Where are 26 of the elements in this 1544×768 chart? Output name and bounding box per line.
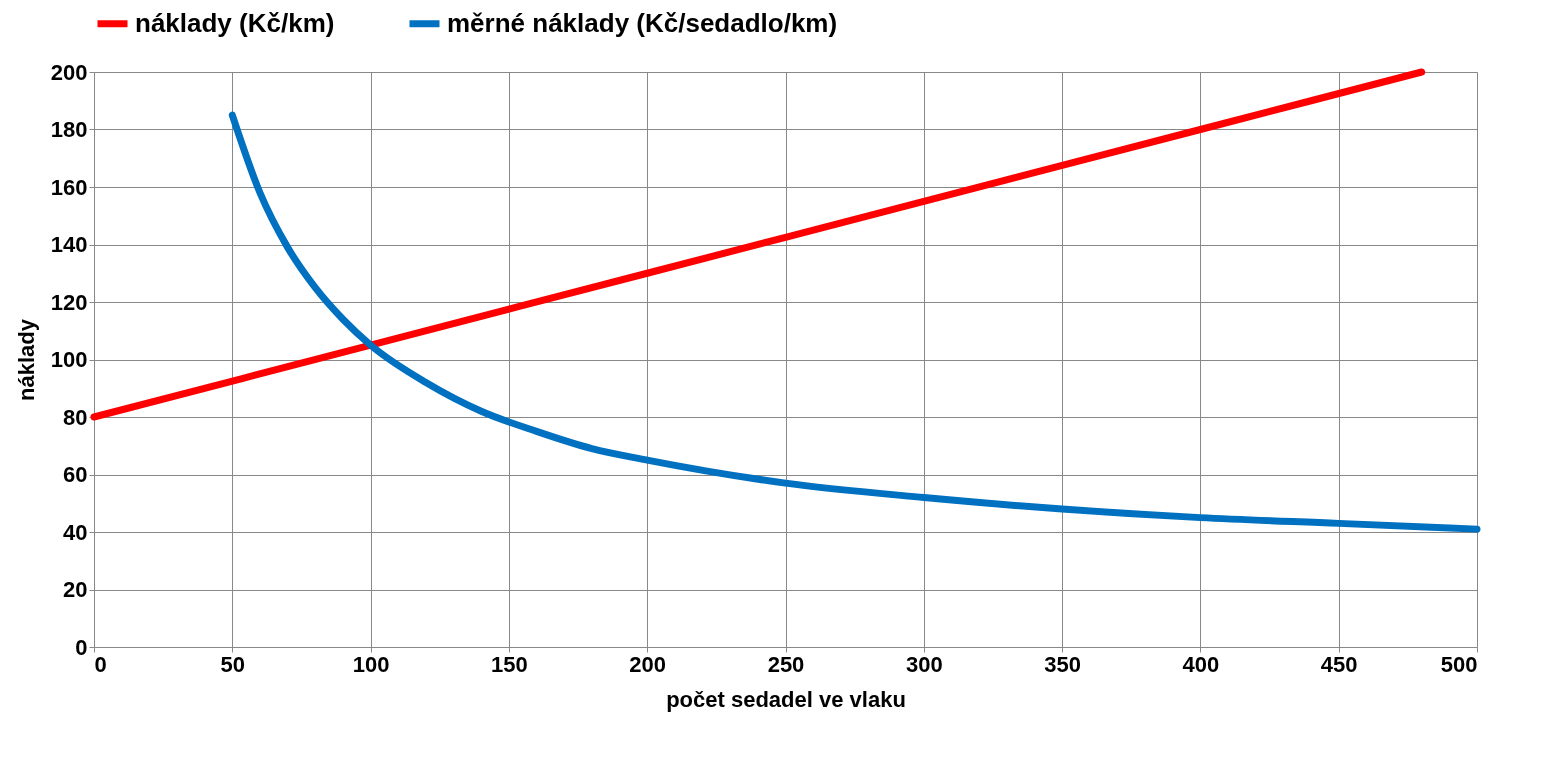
x-tick-label: 400: [1182, 651, 1220, 677]
x-tick-label: 0: [94, 651, 107, 677]
x-tick-label: 50: [220, 651, 246, 677]
x-tick-label: 250: [767, 651, 805, 677]
x-axis-title: počet sedadel ve vlaku: [666, 686, 906, 712]
legend-label: měrné náklady (Kč/sedadlo/km): [447, 7, 838, 38]
x-tick-label: 100: [352, 651, 390, 677]
x-tick-label: 350: [1044, 651, 1081, 677]
legend-label: náklady (Kč/km): [135, 7, 335, 38]
y-tick-label: 0: [75, 634, 88, 660]
y-tick-label: 80: [63, 404, 88, 430]
y-tick-label: 180: [50, 117, 88, 142]
y-tick-label: 20: [63, 577, 88, 602]
y-tick-label: 120: [50, 289, 88, 315]
y-tick-label: 40: [63, 519, 88, 545]
x-tick-label: 450: [1320, 651, 1358, 677]
y-tick-label: 160: [50, 174, 88, 200]
y-tick-label: 140: [50, 232, 88, 257]
y-tick-label: 200: [50, 59, 88, 85]
x-tick-label: 200: [629, 651, 667, 677]
y-tick-label: 60: [63, 462, 88, 487]
y-axis-title: náklady: [13, 318, 39, 401]
y-tick-label: 100: [50, 347, 88, 372]
x-tick-label: 300: [905, 651, 943, 677]
x-tick-label: 150: [491, 651, 528, 677]
x-tick-label: 500: [1440, 651, 1478, 677]
